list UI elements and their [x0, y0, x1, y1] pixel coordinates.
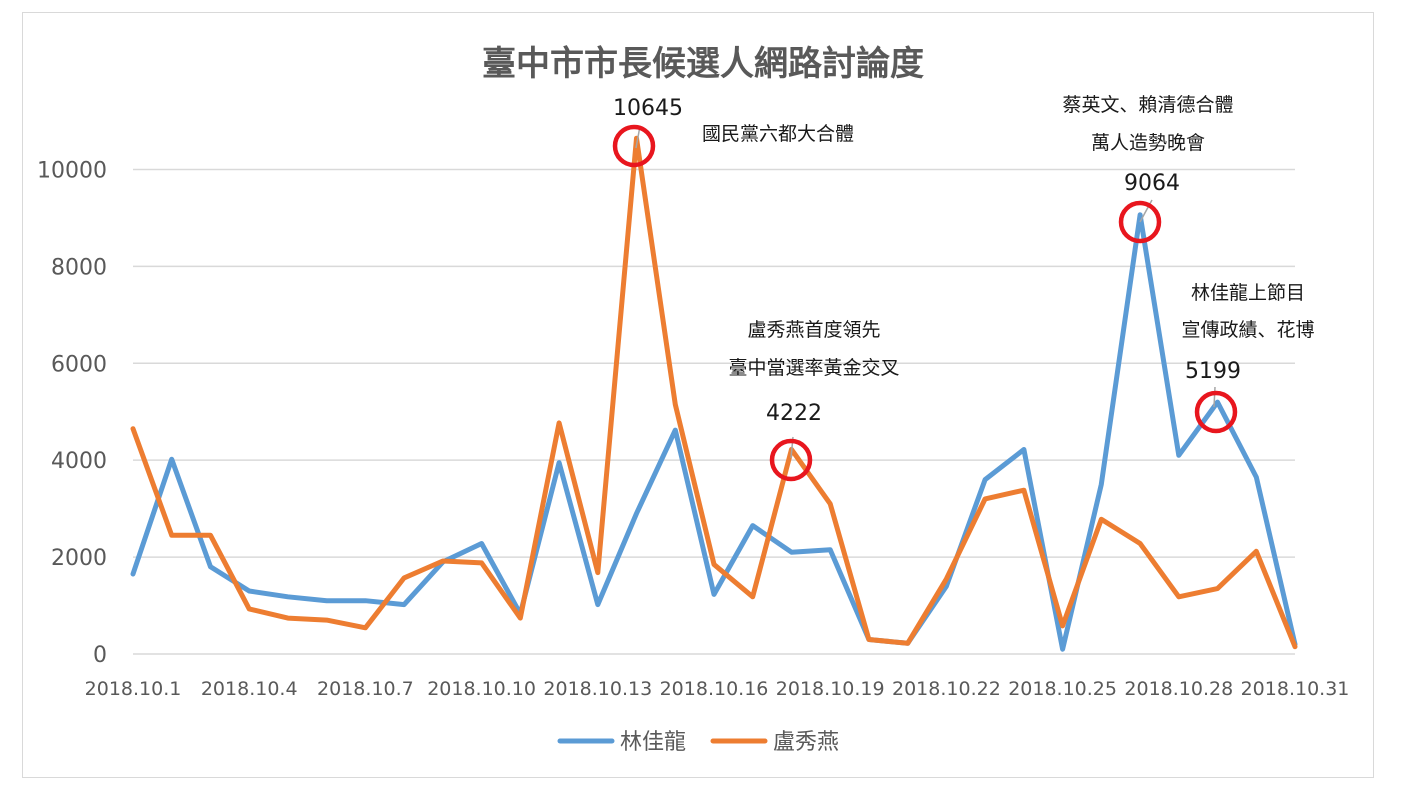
peak-highlight-circle: [1194, 390, 1238, 434]
peak-value-label: 10645: [613, 96, 683, 121]
peak-value-label: 4222: [766, 401, 822, 426]
x-tick-label: 2018.10.16: [660, 678, 769, 700]
series-line-0: [130, 212, 1298, 652]
y-tick-label: 2000: [51, 546, 107, 571]
y-tick-label: 4000: [51, 449, 107, 474]
y-axis-ticks: 0 2000 4000 6000 8000 10000: [37, 158, 107, 668]
peak-value-label: 9064: [1124, 171, 1180, 196]
peak-highlight-circle: [769, 438, 813, 482]
peak-highlight-circle: [612, 124, 656, 168]
x-tick-label: 2018.10.28: [1124, 678, 1233, 700]
annotation-text: 林佳龍上節目: [1191, 282, 1305, 304]
x-tick-label: 2018.10.25: [1008, 678, 1117, 700]
legend-label: 盧秀燕: [773, 730, 839, 755]
annotation-text: 臺中當選率黃金交叉: [728, 357, 899, 379]
annotation-text: 宣傳政績、花博: [1181, 319, 1314, 341]
x-tick-label: 2018.10.22: [892, 678, 1001, 700]
annotation-text: 萬人造勢晚會: [1091, 132, 1205, 154]
x-tick-label: 2018.10.13: [543, 678, 652, 700]
legend-label: 林佳龍: [620, 730, 686, 755]
y-tick-label: 10000: [37, 158, 107, 183]
annotation-leader: [1213, 386, 1216, 408]
annotation-text: 國民黨六都大合體: [702, 123, 854, 145]
series-lines: [130, 135, 1298, 652]
series-line-1: [130, 135, 1298, 650]
y-tick-label: 0: [93, 643, 107, 668]
x-tick-label: 2018.10.31: [1241, 678, 1350, 700]
peak-highlight-circle: [1118, 200, 1162, 244]
chart-frame: [22, 12, 1374, 778]
x-tick-label: 2018.10.10: [427, 678, 536, 700]
y-tick-label: 8000: [51, 255, 107, 280]
x-axis-ticks: 2018.10.1 2018.10.4 2018.10.7 2018.10.10 201…: [85, 678, 1350, 700]
x-tick-label: 2018.10.19: [776, 678, 885, 700]
peak-value-label: 5199: [1185, 359, 1241, 384]
chart-title: 臺中市市長候選人網路討論度: [482, 44, 924, 84]
gridlines: [133, 168, 1295, 655]
x-tick-label: 2018.10.7: [317, 678, 414, 700]
x-tick-label: 2018.10.4: [201, 678, 298, 700]
x-tick-label: 2018.10.1: [85, 678, 182, 700]
y-tick-label: 6000: [51, 352, 107, 377]
legend: 林佳龍 盧秀燕: [557, 730, 839, 755]
annotation-text: 蔡英文、賴清德合體: [1062, 94, 1233, 116]
annotation-text: 盧秀燕首度領先: [747, 319, 880, 341]
